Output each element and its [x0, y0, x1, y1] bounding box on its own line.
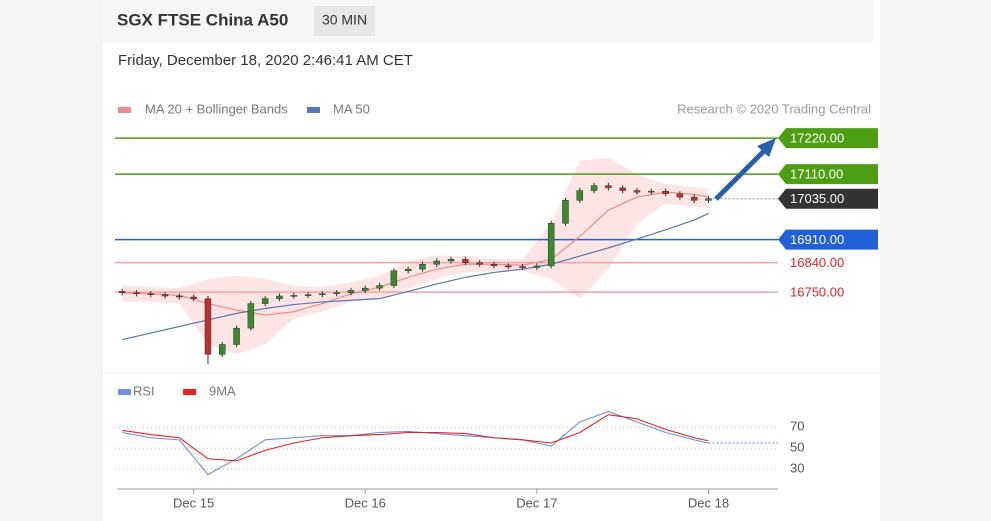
- legend-swatch: [118, 389, 131, 395]
- level-label-box: [778, 229, 878, 250]
- candle-body: [190, 296, 197, 299]
- candle-body: [676, 193, 684, 198]
- bollinger-band: [122, 157, 709, 355]
- level-label: 17220.00: [790, 131, 844, 146]
- candle-body: [219, 344, 226, 355]
- candle-body: [547, 223, 555, 267]
- rsi-line: [122, 414, 709, 462]
- level-label: 16750.00: [790, 285, 844, 300]
- x-tick-label: Dec 18: [688, 495, 729, 510]
- ma-line: [122, 191, 709, 316]
- timeframe-badge[interactable]: [314, 6, 375, 36]
- candle-body: [290, 295, 298, 297]
- candle-body: [533, 265, 541, 268]
- candle-body: [404, 268, 412, 272]
- candle-body: [705, 198, 712, 201]
- level-label: 16840.00: [790, 255, 844, 270]
- ma-line: [122, 212, 709, 341]
- forecast-arrow: [714, 148, 767, 201]
- candle-body: [590, 185, 598, 191]
- candle-body: [233, 327, 240, 345]
- header-bar: [103, 0, 873, 42]
- candle-body: [362, 287, 369, 291]
- candle-body: [118, 291, 126, 293]
- candle-body: [490, 263, 498, 267]
- candle-body: [662, 190, 669, 195]
- forecast-arrowhead: [757, 138, 776, 157]
- candle-body: [619, 187, 626, 191]
- candle-body: [319, 293, 326, 295]
- credit: Research © 2020 Trading Central: [677, 101, 871, 116]
- legend-swatch: [307, 107, 320, 113]
- candle-body: [419, 263, 426, 270]
- candle-body: [276, 295, 283, 299]
- y-tick-label: 50: [790, 440, 804, 455]
- candle-body: [347, 290, 355, 293]
- candle-body: [333, 292, 340, 294]
- legend-swatch: [183, 389, 196, 395]
- candle-body: [648, 190, 655, 193]
- legend-label: RSI: [133, 383, 155, 398]
- candle-body: [476, 262, 483, 265]
- level-label-box: [778, 164, 878, 185]
- candle-body: [462, 259, 469, 263]
- level-label: 16910.00: [790, 232, 844, 247]
- y-tick-label: 30: [790, 461, 804, 476]
- candle-body: [147, 293, 155, 295]
- candle-body: [261, 298, 269, 304]
- timeframe[interactable]: 30 MIN: [322, 12, 367, 28]
- level-label-box: [778, 128, 878, 149]
- candle-body: [133, 292, 140, 294]
- y-tick-label: 70: [790, 419, 804, 434]
- candle-body: [562, 200, 569, 224]
- level-label-box: [778, 188, 878, 209]
- candle-body: [605, 185, 612, 189]
- level-label: 17110.00: [790, 167, 843, 182]
- candle-body: [433, 260, 441, 265]
- candle-body: [304, 294, 312, 296]
- candle-body: [390, 270, 398, 286]
- level-label: 17035.00: [790, 191, 844, 206]
- legend-swatch: [118, 107, 131, 113]
- candle-body: [576, 190, 584, 201]
- candle-body: [690, 196, 698, 201]
- legend-label: MA 20 + Bollinger Bands: [145, 101, 288, 116]
- legend-label: 9MA: [209, 383, 236, 398]
- candle-body: [519, 266, 526, 268]
- candle-body: [447, 259, 455, 262]
- candle-body: [505, 265, 512, 268]
- candle-body: [376, 285, 383, 289]
- x-tick-label: Dec 17: [516, 495, 557, 510]
- candle-body: [176, 295, 183, 298]
- candle-body: [204, 298, 212, 355]
- candle-body: [633, 190, 641, 193]
- x-tick-label: Dec 15: [173, 495, 214, 510]
- candle-body: [161, 294, 169, 297]
- date: Friday, December 18, 2020 2:46:41 AM CET: [118, 52, 413, 69]
- candle-body: [247, 303, 255, 329]
- title: SGX FTSE China A50: [117, 10, 288, 29]
- legend-label: MA 50: [333, 101, 370, 116]
- x-tick-label: Dec 16: [345, 495, 386, 510]
